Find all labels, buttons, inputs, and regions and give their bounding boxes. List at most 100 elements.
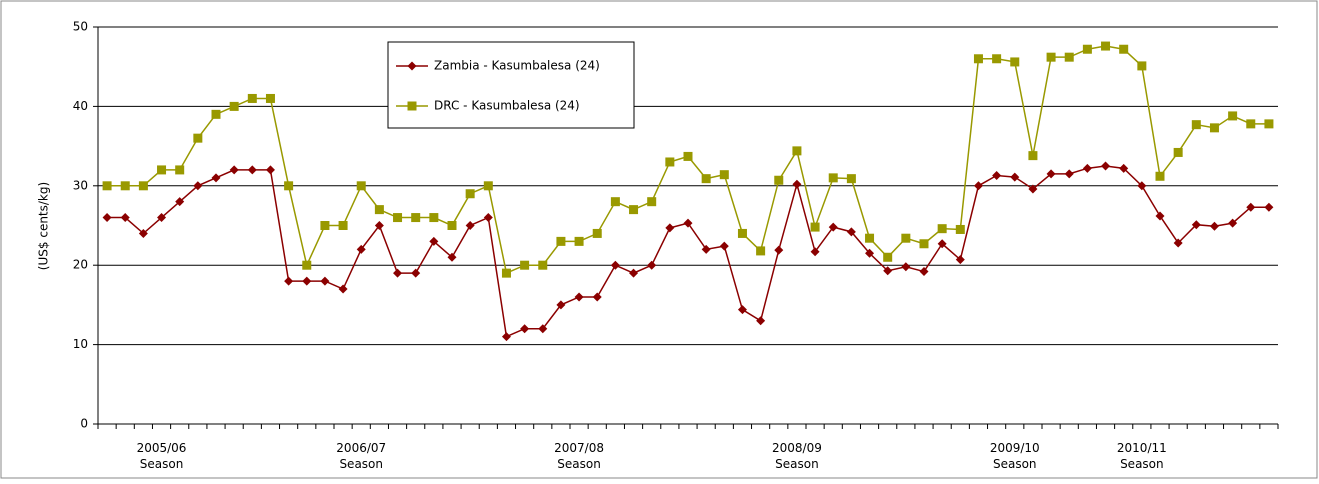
point xyxy=(374,205,384,215)
point xyxy=(1137,61,1147,71)
point xyxy=(556,300,566,310)
y-tick-label: 20 xyxy=(73,258,88,272)
point xyxy=(610,197,620,207)
point xyxy=(955,255,965,265)
point xyxy=(320,221,330,230)
x-tick-label: 2008/09 Season xyxy=(772,441,822,471)
point xyxy=(556,236,566,246)
point xyxy=(1119,163,1129,173)
point xyxy=(338,221,348,230)
point xyxy=(302,276,312,286)
point xyxy=(483,181,493,191)
point xyxy=(429,213,439,223)
point xyxy=(211,173,221,183)
point xyxy=(865,233,875,243)
point xyxy=(102,213,112,223)
point xyxy=(883,266,893,276)
point xyxy=(937,239,947,249)
point xyxy=(647,260,657,270)
point xyxy=(629,205,639,215)
point xyxy=(265,165,275,175)
point xyxy=(447,252,457,262)
point xyxy=(774,175,784,185)
legend-label: Zambia - Kasumbalesa (24) xyxy=(434,59,600,73)
point xyxy=(429,236,439,246)
x-tick-label: 2009/10 Season xyxy=(990,441,1040,471)
point xyxy=(1046,169,1056,179)
point xyxy=(955,224,965,234)
point xyxy=(138,181,148,191)
point xyxy=(973,181,983,191)
point xyxy=(1046,52,1056,62)
point xyxy=(737,305,747,315)
point xyxy=(828,173,838,183)
point xyxy=(846,174,856,184)
point xyxy=(901,233,911,243)
point xyxy=(393,268,403,278)
point xyxy=(1264,202,1274,212)
point xyxy=(157,213,167,223)
legend-box xyxy=(387,41,635,129)
point xyxy=(356,181,366,191)
point xyxy=(411,268,421,278)
point xyxy=(1028,184,1038,194)
point xyxy=(1191,220,1201,230)
y-tick-label: 40 xyxy=(73,99,88,113)
point xyxy=(992,54,1002,64)
point xyxy=(919,239,929,249)
x-tick-label: 2010/11 Season xyxy=(1117,441,1167,471)
point xyxy=(610,260,620,270)
point xyxy=(284,276,294,286)
point xyxy=(1010,57,1020,67)
point xyxy=(302,260,312,270)
point xyxy=(1246,202,1256,212)
y-tick-label: 30 xyxy=(73,178,88,192)
point xyxy=(157,165,167,175)
point xyxy=(574,292,584,302)
point xyxy=(520,324,530,334)
point xyxy=(1209,123,1219,133)
point xyxy=(592,292,602,302)
point xyxy=(665,157,675,167)
legend-label: DRC - Kasumbalesa (24) xyxy=(434,99,580,113)
y-tick-label: 10 xyxy=(73,337,88,351)
point xyxy=(447,221,457,230)
point xyxy=(247,93,257,103)
point xyxy=(1173,147,1183,157)
point xyxy=(1064,52,1074,62)
point xyxy=(901,262,911,272)
point xyxy=(883,252,893,262)
point xyxy=(265,93,275,103)
point xyxy=(737,228,747,238)
point xyxy=(1137,181,1147,191)
point xyxy=(629,268,639,278)
point xyxy=(193,181,203,191)
point xyxy=(1173,238,1183,248)
point xyxy=(683,218,693,228)
legend-marker xyxy=(407,61,417,71)
point xyxy=(465,221,475,230)
point xyxy=(592,228,602,238)
point xyxy=(756,316,766,326)
point xyxy=(501,332,511,342)
x-tick-label: 2005/06 Season xyxy=(137,441,187,471)
point xyxy=(229,101,239,111)
point xyxy=(719,170,729,180)
point xyxy=(1064,169,1074,179)
point xyxy=(937,224,947,234)
point xyxy=(538,324,548,334)
point xyxy=(973,54,983,64)
point xyxy=(102,181,112,191)
point xyxy=(810,222,820,232)
point xyxy=(846,227,856,237)
point xyxy=(1228,218,1238,228)
point xyxy=(756,246,766,256)
point xyxy=(1191,120,1201,130)
y-axis-label: (US$ cents/kg) xyxy=(37,182,51,270)
point xyxy=(338,284,348,294)
point xyxy=(810,247,820,257)
y-tick-label: 0 xyxy=(80,417,88,431)
point xyxy=(792,146,802,156)
